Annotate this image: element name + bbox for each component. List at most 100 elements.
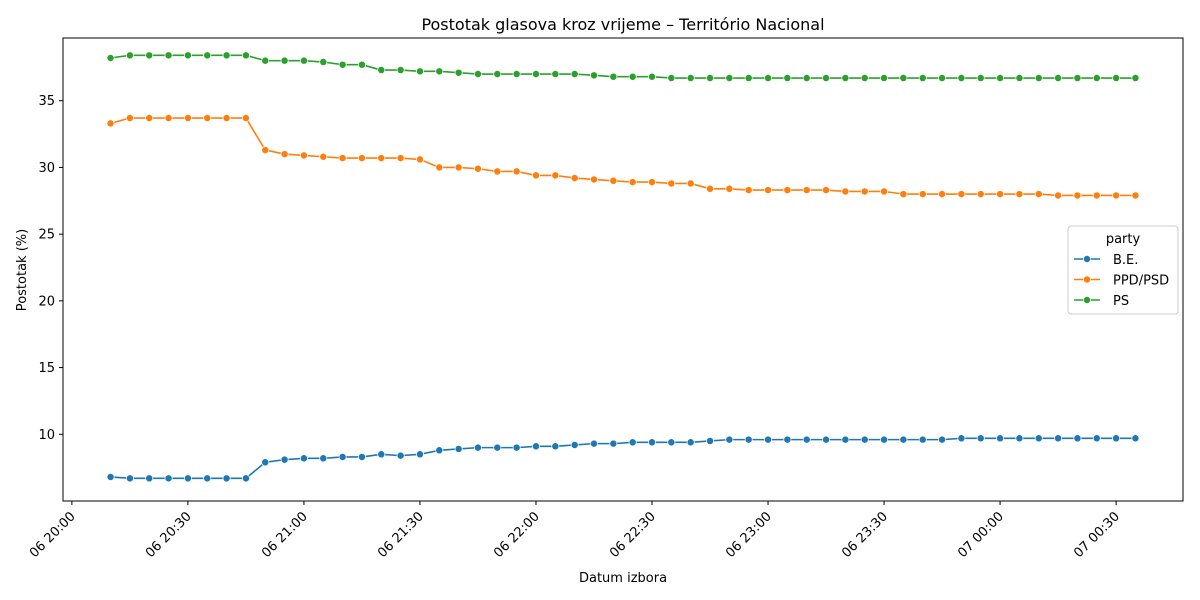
- data-point: [145, 474, 154, 483]
- data-point: [1112, 434, 1121, 443]
- data-point: [396, 154, 405, 163]
- data-point: [454, 445, 463, 453]
- data-point: [474, 443, 482, 452]
- data-point: [899, 190, 908, 199]
- series-line: [110, 437, 1136, 480]
- data-point: [667, 438, 676, 447]
- data-point: [299, 151, 308, 160]
- legend-marker: [1083, 275, 1091, 284]
- data-point: [880, 187, 889, 196]
- data-point: [551, 442, 560, 451]
- data-point: [416, 450, 424, 459]
- x-tick-label: 06 23:30: [839, 509, 891, 561]
- data-point: [648, 438, 656, 447]
- data-point: [648, 178, 656, 187]
- data-point: [338, 453, 347, 461]
- legend-label: PS: [1113, 294, 1129, 309]
- data-point: [512, 167, 521, 176]
- data-point: [667, 74, 676, 82]
- data-point: [435, 446, 444, 455]
- data-point: [764, 74, 772, 82]
- data-point: [609, 439, 618, 448]
- x-tick-label: 06 23:00: [723, 509, 775, 561]
- data-point: [164, 474, 173, 483]
- data-point: [532, 70, 540, 78]
- data-point: [570, 70, 579, 78]
- data-point: [435, 67, 444, 76]
- data-point: [1131, 191, 1140, 200]
- data-point: [280, 150, 289, 159]
- legend-item: B.E.: [1074, 253, 1138, 268]
- legend-item: PPD/PSD: [1074, 274, 1169, 289]
- data-point: [183, 474, 192, 483]
- data-point: [416, 155, 424, 164]
- series-layer: [106, 51, 1140, 483]
- data-point: [435, 163, 444, 172]
- data-point: [1015, 74, 1024, 82]
- data-point: [957, 434, 966, 443]
- series-ps: [106, 51, 1140, 82]
- data-point: [1131, 434, 1140, 443]
- data-point: [860, 435, 869, 444]
- chart-title: Postotak glasova kroz vrijeme – Territór…: [421, 15, 824, 34]
- x-axis-label: Datum izbora: [579, 571, 667, 586]
- data-point: [764, 435, 772, 444]
- data-point: [145, 114, 154, 123]
- series-b-e-: [106, 434, 1140, 483]
- data-point: [628, 178, 637, 187]
- y-axis: 10 15 20 25 30 35: [38, 94, 63, 443]
- data-point: [976, 190, 985, 199]
- data-point: [725, 435, 734, 444]
- y-tick-label: 30: [38, 161, 55, 176]
- data-point: [841, 435, 850, 444]
- legend-title: party: [1106, 232, 1141, 247]
- data-point: [938, 435, 947, 444]
- data-point: [416, 67, 424, 76]
- data-point: [396, 451, 405, 460]
- data-point: [319, 152, 328, 161]
- data-point: [744, 435, 753, 444]
- data-point: [725, 184, 734, 193]
- series-line: [110, 117, 1136, 197]
- data-point: [648, 72, 656, 81]
- data-point: [551, 171, 560, 180]
- data-point: [822, 186, 830, 195]
- data-point: [609, 72, 618, 81]
- data-point: [938, 190, 947, 199]
- legend-label: B.E.: [1113, 253, 1138, 268]
- data-point: [918, 435, 927, 444]
- data-point: [183, 51, 192, 60]
- data-point: [996, 74, 1005, 82]
- data-point: [1073, 434, 1082, 443]
- y-tick-label: 25: [38, 228, 55, 243]
- data-point: [280, 455, 289, 464]
- data-point: [1054, 191, 1063, 200]
- data-point: [609, 176, 618, 185]
- data-point: [203, 474, 212, 483]
- data-point: [106, 119, 115, 128]
- data-point: [706, 184, 714, 193]
- y-tick-label: 15: [38, 361, 55, 376]
- data-point: [338, 154, 347, 163]
- data-point: [203, 51, 212, 60]
- data-point: [280, 56, 289, 65]
- data-point: [125, 51, 134, 60]
- data-point: [338, 60, 347, 69]
- data-point: [222, 114, 231, 123]
- data-point: [1112, 191, 1121, 200]
- data-point: [590, 71, 598, 80]
- data-point: [241, 474, 250, 483]
- legend-label: PPD/PSD: [1113, 274, 1169, 289]
- data-point: [222, 474, 231, 483]
- data-point: [996, 434, 1005, 443]
- y-tick-label: 35: [38, 94, 55, 109]
- data-point: [493, 70, 502, 78]
- data-point: [918, 74, 927, 82]
- data-point: [319, 58, 328, 66]
- data-point: [725, 74, 734, 82]
- y-tick-label: 10: [38, 428, 55, 443]
- data-point: [686, 179, 695, 188]
- data-point: [125, 114, 134, 123]
- data-point: [377, 66, 386, 74]
- data-point: [996, 190, 1005, 199]
